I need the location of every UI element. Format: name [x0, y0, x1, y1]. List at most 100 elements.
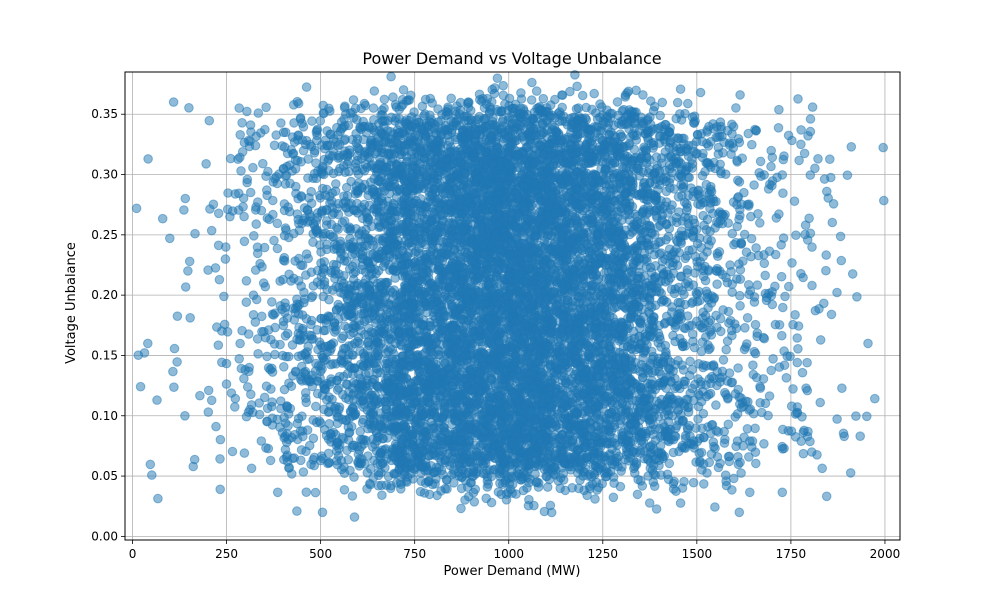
scatter-point	[258, 158, 268, 169]
scatter-point	[734, 507, 745, 518]
scatter-point	[206, 395, 217, 406]
scatter-point	[184, 103, 194, 113]
scatter-point	[688, 477, 699, 488]
scatter-point	[766, 365, 777, 376]
scatter-point	[672, 97, 683, 108]
scatter-point	[261, 102, 271, 113]
scatter-point	[531, 86, 542, 96]
scatter-point	[764, 391, 775, 401]
scatter-point	[320, 325, 331, 336]
scatter-point	[280, 127, 291, 138]
scatter-point	[692, 129, 703, 140]
scatter-point	[612, 97, 623, 107]
scatter-point	[851, 411, 861, 421]
scatter-point	[241, 276, 252, 286]
scatter-point	[836, 255, 847, 266]
scatter-point	[821, 265, 831, 276]
scatter-point	[751, 458, 761, 469]
scatter-point	[711, 400, 721, 410]
scatter-point	[311, 401, 321, 412]
scatter-point	[807, 102, 818, 112]
scatter-point	[793, 344, 803, 354]
scatter-point	[542, 482, 553, 492]
scatter-point	[245, 187, 256, 198]
scatter-point	[683, 98, 693, 109]
scatter-point	[792, 333, 803, 343]
scatter-point	[718, 305, 728, 315]
scatter-point	[776, 271, 787, 282]
scatter-point	[835, 231, 846, 242]
scatter-point	[316, 247, 326, 257]
scatter-point	[780, 291, 790, 302]
scatter-point	[180, 193, 191, 204]
scatter-point	[789, 196, 800, 206]
scatter-point	[267, 297, 277, 307]
scatter-point	[165, 233, 175, 244]
scatter-point	[747, 139, 757, 150]
scatter-point	[217, 357, 227, 368]
scatter-point	[179, 205, 189, 215]
scatter-point	[855, 431, 866, 442]
scatter-point	[827, 217, 838, 228]
scatter-point	[373, 480, 384, 491]
scatter-point	[675, 498, 686, 508]
scatter-point	[239, 211, 249, 222]
scatter-point	[234, 354, 244, 364]
scatter-point	[687, 364, 698, 375]
scatter-point	[230, 402, 240, 412]
scatter-point	[265, 455, 276, 466]
scatter-point	[269, 235, 279, 246]
scatter-point	[750, 447, 761, 458]
scatter-point	[664, 458, 675, 469]
scatter-point	[777, 487, 788, 498]
scatter-point	[298, 467, 309, 477]
scatter-point	[749, 180, 759, 190]
scatter-point	[727, 228, 738, 239]
scatter-point	[837, 383, 847, 394]
scatter-point	[270, 349, 280, 360]
scatter-point	[715, 458, 725, 469]
scatter-point	[821, 491, 832, 502]
scatter-point	[251, 219, 262, 229]
scatter-point	[348, 95, 359, 105]
scatter-point	[724, 451, 735, 462]
scatter-point	[379, 94, 390, 105]
scatter-point	[805, 126, 816, 137]
scatter-point	[738, 256, 748, 267]
scatter-point	[268, 195, 278, 206]
scatter-point	[203, 407, 214, 417]
scatter-point	[253, 108, 264, 118]
scatter-point	[847, 269, 858, 279]
scatter-point	[757, 407, 767, 418]
scatter-point	[527, 77, 537, 88]
scatter-point	[246, 463, 257, 474]
scatter-point	[243, 329, 254, 339]
scatter-point	[307, 116, 317, 126]
scatter-point	[870, 393, 880, 404]
scatter-point	[272, 243, 283, 254]
chart-title: Power Demand vs Voltage Unbalance	[362, 49, 661, 68]
scatter-point	[526, 95, 537, 105]
scatter-point	[227, 446, 238, 457]
scatter-point	[616, 466, 627, 476]
scatter-point	[369, 86, 380, 96]
scatter-point	[415, 486, 426, 497]
scatter-point	[183, 266, 193, 276]
scatter-point	[201, 159, 211, 169]
scatter-point	[339, 216, 350, 226]
scatter-point	[460, 495, 470, 505]
scatter-point	[828, 199, 839, 209]
scatter-point	[721, 344, 732, 355]
scatter-point	[301, 82, 312, 92]
scatter-point	[518, 485, 529, 496]
scatter-point	[456, 503, 466, 514]
scatter-point	[788, 319, 798, 330]
scatter-point	[687, 245, 698, 255]
scatter-point	[143, 338, 153, 349]
scatter-point	[308, 291, 318, 301]
scatter-point	[687, 383, 698, 394]
scatter-point	[241, 297, 252, 308]
scatter-point	[172, 357, 182, 367]
scatter-point	[679, 376, 689, 387]
